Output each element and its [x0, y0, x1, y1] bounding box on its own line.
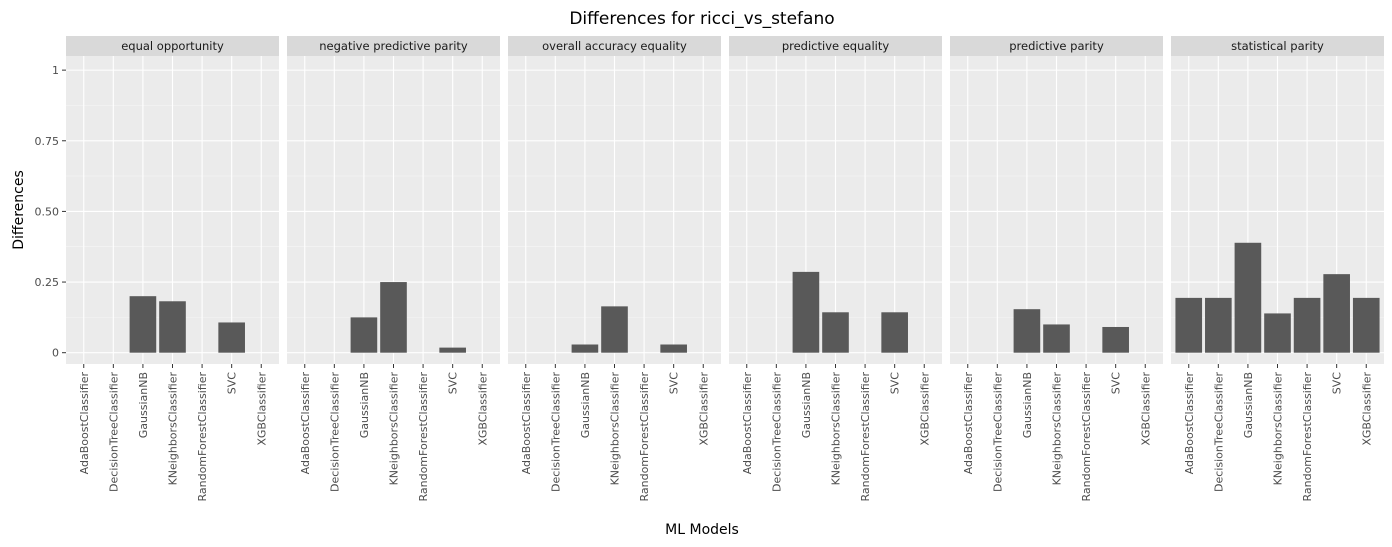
x-tick-label: DecisionTreeClassifier [1212, 372, 1225, 492]
facet-strip [66, 36, 279, 56]
x-tick-label: RandomForestClassifier [1301, 372, 1314, 502]
x-tick-label: AdaBoostClassifier [1183, 372, 1196, 475]
y-axis: 0 0.25 0.50 0.75 1 [35, 64, 66, 360]
x-tick-label: RandomForestClassifier [1080, 372, 1093, 502]
facet-strip [950, 36, 1163, 56]
y-axis-title: Differences [11, 170, 27, 249]
x-axis-title: ML Models [665, 522, 739, 538]
x-tick-label: XGBClassifier [918, 372, 931, 446]
facet-strip [729, 36, 942, 56]
facet-strip-label: negative predictive parity [319, 39, 468, 53]
x-tick-label: DecisionTreeClassifier [770, 372, 783, 492]
x-tick-label: AdaBoostClassifier [299, 372, 312, 475]
facet-strip-label: predictive equality [782, 39, 890, 53]
y-tick-label: 0 [52, 347, 59, 360]
bar [1043, 324, 1070, 353]
x-tick-label: DecisionTreeClassifier [549, 372, 562, 492]
bar [1102, 326, 1129, 353]
x-tick-label: KNeighborsClassifier [167, 372, 180, 486]
x-tick-label: GaussianNB [137, 372, 150, 438]
bar [1013, 309, 1041, 353]
bar [129, 296, 157, 353]
x-tick-label: GaussianNB [1021, 372, 1034, 438]
facet-strip-label: equal opportunity [121, 39, 224, 53]
x-tick-label: KNeighborsClassifier [388, 372, 401, 486]
facet-panel: predictive parity AdaBoostClassifier Decis… [950, 36, 1163, 502]
facet-strip [508, 36, 721, 56]
bar [792, 271, 820, 353]
x-tick-label: XGBClassifier [697, 372, 710, 446]
x-tick-label: KNeighborsClassifier [1051, 372, 1064, 486]
x-tick-label: SVC [668, 372, 681, 395]
y-tick-label: 0.25 [35, 276, 60, 289]
y-tick-label: 1 [52, 64, 59, 77]
x-tick-label: DecisionTreeClassifier [107, 372, 120, 492]
bar [1352, 297, 1380, 353]
chart-title: Differences for ricci_vs_stefano [569, 9, 834, 29]
x-tick-label: KNeighborsClassifier [830, 372, 843, 486]
x-tick-label: GaussianNB [358, 372, 371, 438]
bar [822, 312, 849, 353]
bar [218, 322, 245, 353]
x-tick-label: AdaBoostClassifier [520, 372, 533, 475]
facet-strip-label: statistical parity [1231, 39, 1324, 53]
x-tick-label: RandomForestClassifier [417, 372, 430, 502]
x-tick-label: GaussianNB [1242, 372, 1255, 438]
bar [601, 306, 628, 353]
bar [1323, 274, 1350, 353]
bar [1234, 242, 1262, 353]
x-tick-label: SVC [1110, 372, 1123, 395]
x-tick-label: RandomForestClassifier [859, 372, 872, 502]
y-tick-label: 0.75 [35, 135, 60, 148]
facet-strip [1171, 36, 1384, 56]
facets: equal opportunity AdaBoostClassifier Decis… [66, 36, 1384, 502]
x-tick-label: AdaBoostClassifier [962, 372, 975, 475]
x-tick-label: RandomForestClassifier [638, 372, 651, 502]
x-tick-label: AdaBoostClassifier [78, 372, 91, 475]
x-tick-label: SVC [226, 372, 239, 395]
x-tick-label: GaussianNB [800, 372, 813, 438]
facet-panel: predictive equality AdaBoostClassifier Dec… [729, 36, 942, 502]
bar [571, 344, 599, 353]
x-tick-label: AdaBoostClassifier [741, 372, 754, 475]
x-tick-label: KNeighborsClassifier [1272, 372, 1285, 486]
x-tick-label: XGBClassifier [1139, 372, 1152, 446]
y-tick-label: 0.50 [35, 205, 60, 218]
bar [660, 344, 687, 353]
bar [1293, 297, 1321, 353]
bar [1205, 297, 1232, 353]
bar [380, 282, 407, 353]
x-tick-label: SVC [447, 372, 460, 395]
x-tick-label: XGBClassifier [1360, 372, 1373, 446]
facet-strip [287, 36, 500, 56]
bar [159, 301, 186, 353]
facet-strip-label: predictive parity [1009, 39, 1104, 53]
facet-panel: statistical parity AdaBoostClassifier Deci… [1171, 36, 1384, 502]
x-tick-label: RandomForestClassifier [196, 372, 209, 502]
bar [881, 312, 908, 353]
x-tick-label: KNeighborsClassifier [609, 372, 622, 486]
bar [350, 317, 378, 353]
facet-strip-label: overall accuracy equality [542, 39, 687, 53]
x-tick-label: XGBClassifier [476, 372, 489, 446]
x-tick-label: SVC [889, 372, 902, 395]
bar [439, 347, 466, 353]
x-tick-label: XGBClassifier [255, 372, 268, 446]
bar [1175, 297, 1203, 353]
x-tick-label: DecisionTreeClassifier [328, 372, 341, 492]
facet-panel: equal opportunity AdaBoostClassifier Decis… [66, 36, 279, 502]
bar [1264, 313, 1291, 353]
x-tick-label: DecisionTreeClassifier [991, 372, 1004, 492]
facet-panel: overall accuracy equality AdaBoostClassif… [508, 36, 721, 502]
facet-panel: negative predictive parity AdaBoostClassi… [287, 36, 500, 502]
x-tick-label: GaussianNB [579, 372, 592, 438]
x-tick-label: SVC [1331, 372, 1344, 395]
